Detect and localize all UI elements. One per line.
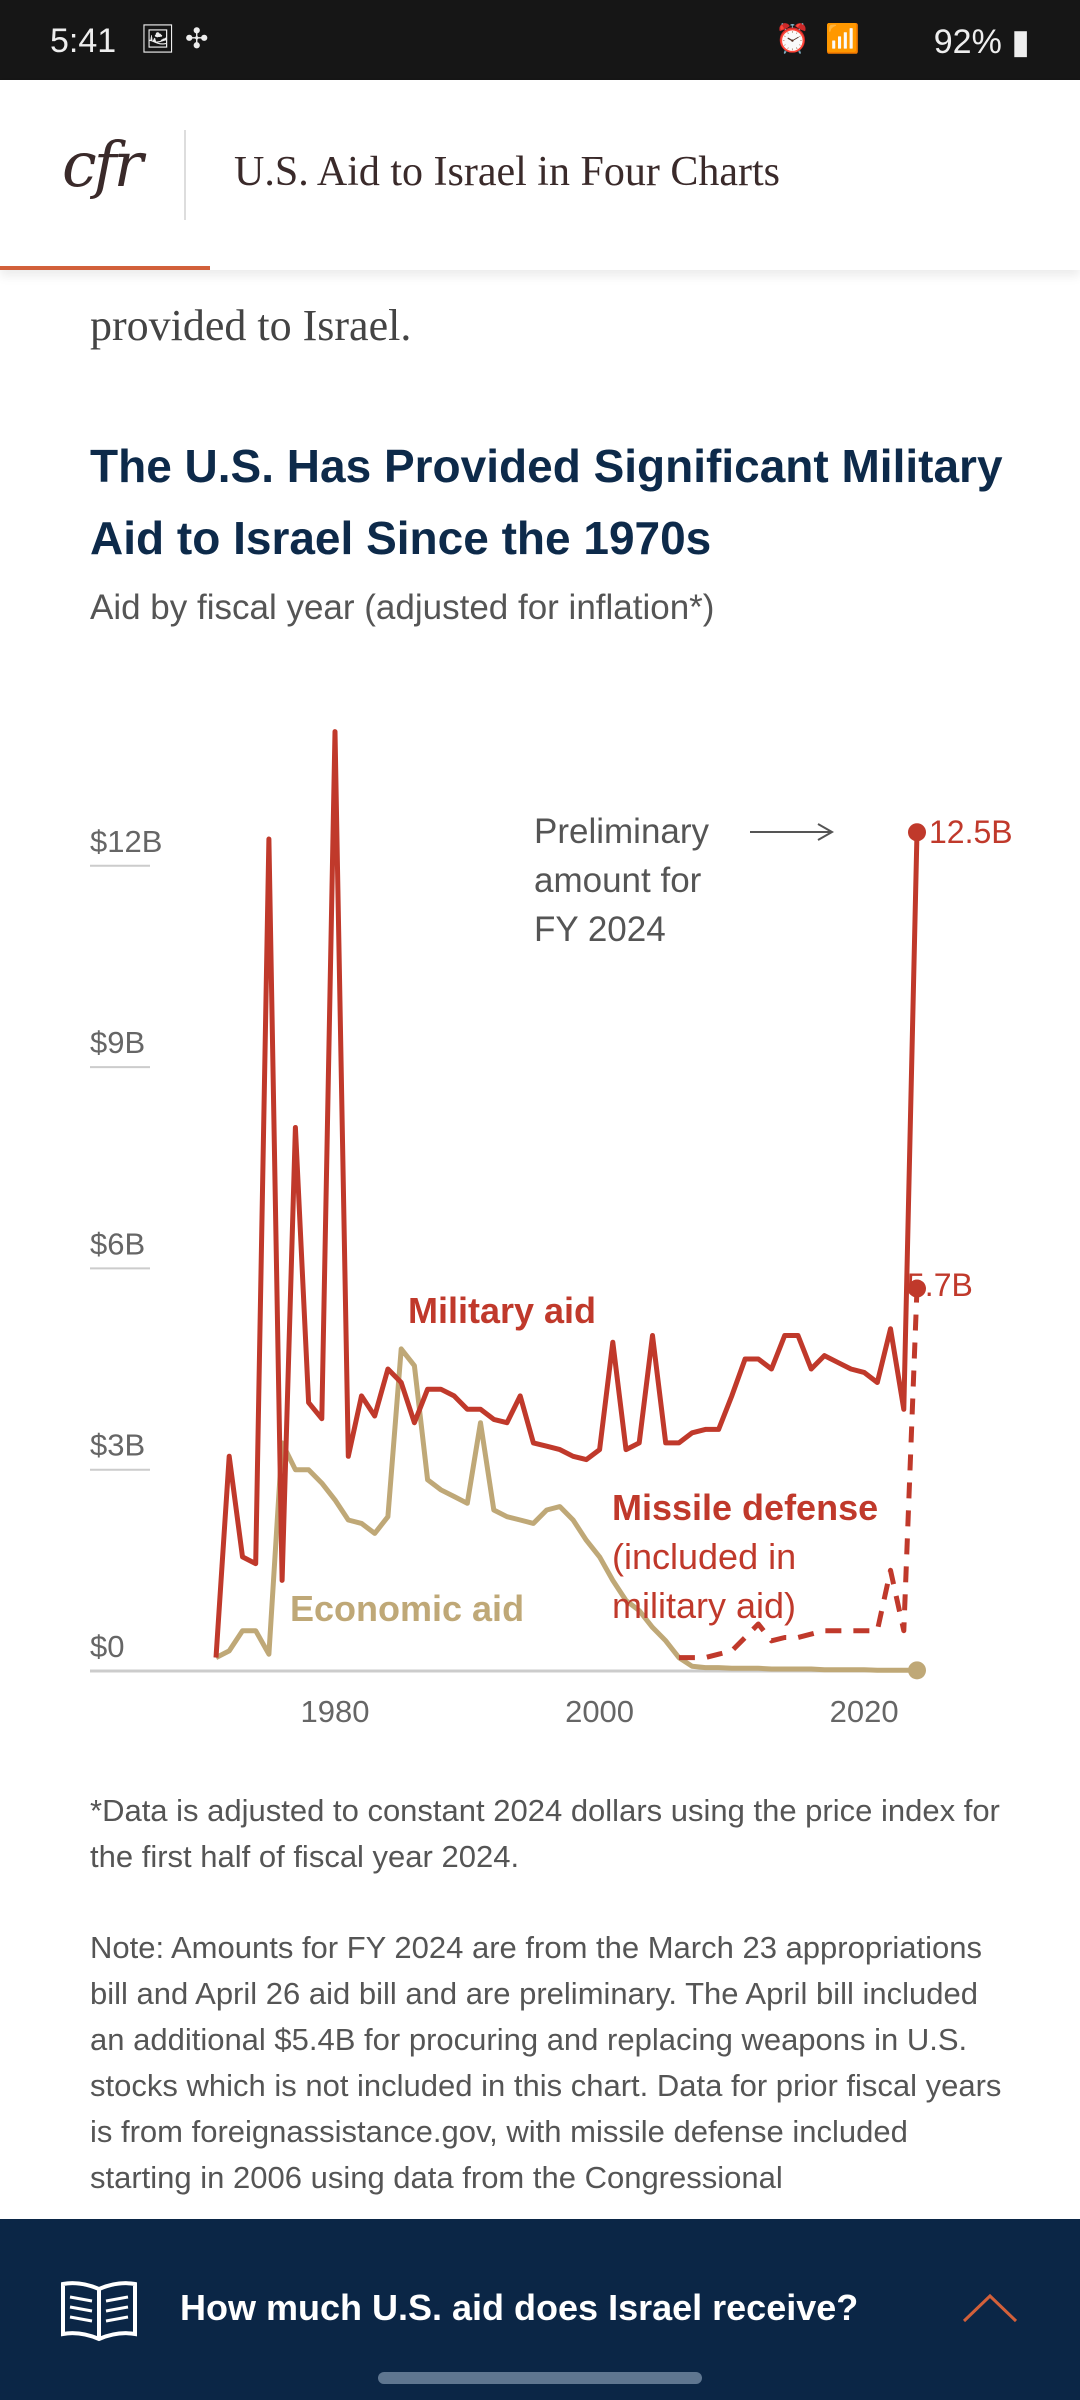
label-12-5b: 12.5B bbox=[929, 814, 1013, 850]
article-text: provided to Israel. bbox=[90, 301, 412, 350]
annotation-preliminary-3: FY 2024 bbox=[534, 910, 666, 949]
footnote: *Data is adjusted to constant 2024 dolla… bbox=[90, 1793, 1000, 1874]
slack-icon: ✣ bbox=[185, 23, 209, 54]
annotation-preliminary-1: Preliminary bbox=[534, 812, 710, 851]
wifi-icon: 📶 bbox=[825, 23, 860, 54]
end-point-military-aid bbox=[908, 823, 926, 842]
end-point-economic-aid bbox=[908, 1661, 926, 1680]
chart-notes: *Data is adjusted to constant 2024 dolla… bbox=[90, 1788, 1010, 2246]
image-icon: 🖼 bbox=[140, 23, 176, 54]
x-tick-label: 2020 bbox=[830, 1694, 899, 1729]
legend-missile-defense: Missile defense bbox=[612, 1487, 878, 1528]
legend-missile-note-1: (included in bbox=[612, 1536, 796, 1577]
chart-subtitle: Aid by fiscal year (adjusted for inflati… bbox=[90, 588, 715, 627]
chevron-up-icon[interactable] bbox=[962, 2293, 1018, 2323]
legend-military-aid: Military aid bbox=[408, 1290, 596, 1331]
legend-economic-aid: Economic aid bbox=[290, 1588, 524, 1629]
y-tick-label: $9B bbox=[90, 1025, 145, 1060]
battery-level: 92% ▮ bbox=[933, 23, 1030, 61]
question-text[interactable]: How much U.S. aid does Israel receive? bbox=[180, 2287, 859, 2328]
gesture-handle[interactable] bbox=[378, 2372, 702, 2384]
bottom-question-bar[interactable]: How much U.S. aid does Israel receive? bbox=[0, 2219, 1080, 2400]
y-tick-label: $3B bbox=[90, 1428, 145, 1463]
label-5-7b: 5.7B bbox=[907, 1267, 973, 1303]
legend-missile-note-2: military aid) bbox=[612, 1585, 796, 1626]
reading-progress-bar bbox=[0, 266, 210, 270]
book-icon bbox=[61, 2281, 137, 2342]
chart-title: The U.S. Has Provided Significant Milita… bbox=[90, 440, 1003, 564]
aid-line-chart: $0 $3B $6B $9B $12B 1980 2000 2020 Preliminary… bbox=[90, 729, 1013, 1729]
y-tick-label: $12B bbox=[90, 824, 162, 859]
end-point-missile-defense bbox=[908, 1279, 926, 1298]
x-tick-label: 1980 bbox=[301, 1694, 370, 1729]
alarm-icon: ⏰ bbox=[775, 23, 810, 54]
series-line-economic-aid bbox=[214, 1346, 917, 1673]
series-line-military-aid bbox=[213, 729, 920, 1658]
header-divider bbox=[184, 130, 186, 220]
status-time: 5:41 bbox=[50, 22, 117, 60]
cfr-logo[interactable]: cfr bbox=[62, 128, 143, 201]
arrow-right-icon bbox=[750, 823, 835, 841]
annotation-preliminary-2: amount for bbox=[534, 861, 702, 900]
battery-icon: ▮ bbox=[1011, 23, 1030, 61]
source-note: Note: Amounts for FY 2024 are from the M… bbox=[90, 1930, 1002, 2195]
y-tick-label: $6B bbox=[90, 1226, 145, 1261]
site-header: cfr U.S. Aid to Israel in Four Charts bbox=[0, 80, 1080, 270]
series-line-missile-defense bbox=[678, 1288, 920, 1661]
y-tick-label: $0 bbox=[90, 1629, 124, 1664]
x-tick-label: 2000 bbox=[565, 1694, 634, 1729]
article-title: U.S. Aid to Israel in Four Charts bbox=[234, 149, 780, 195]
status-bar: 5:41 🖼 ✣ ⏰ 📶 92% ▮ bbox=[0, 0, 1080, 80]
